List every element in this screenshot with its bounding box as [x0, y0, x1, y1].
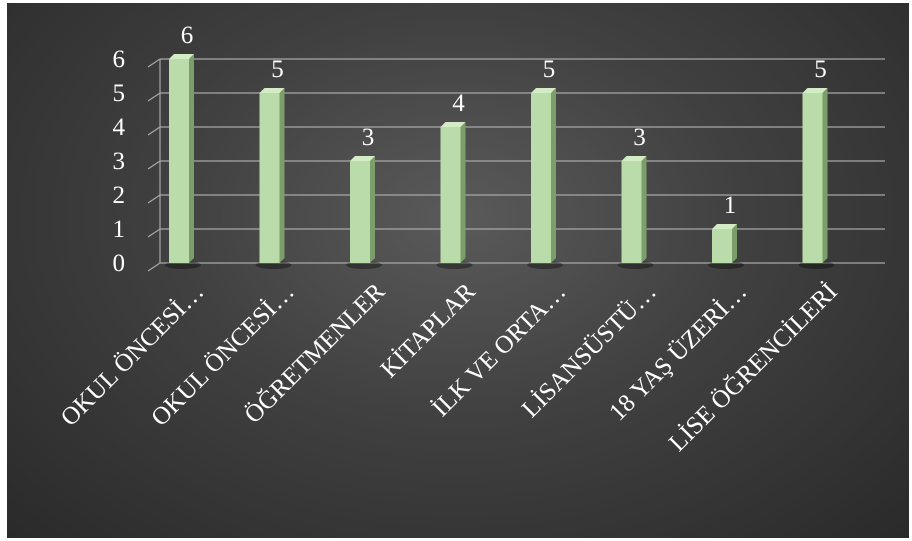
gridline-depth	[147, 262, 161, 272]
data-label: 5	[271, 56, 284, 83]
gridline-depth	[147, 194, 161, 204]
bar-top	[350, 156, 375, 161]
y-tick-label: 5	[113, 80, 126, 107]
y-tick-label: 3	[113, 148, 126, 175]
data-label: 3	[633, 124, 646, 151]
bar-side	[189, 54, 194, 263]
category-label: LİSE ÖĞRENCİLERİ	[663, 277, 842, 456]
data-label: 1	[724, 192, 737, 219]
bar	[440, 127, 461, 263]
data-label: 3	[362, 124, 375, 151]
data-label: 5	[543, 56, 556, 83]
bar	[712, 229, 732, 263]
data-label: 6	[181, 22, 194, 49]
y-tick-label: 4	[113, 114, 126, 141]
bar-top	[169, 54, 194, 59]
bar-top	[440, 122, 466, 127]
bar-side	[641, 156, 647, 263]
bar-side	[822, 88, 828, 263]
y-tick-label: 0	[113, 250, 126, 277]
gridline-depth	[147, 160, 161, 170]
data-label: 4	[452, 90, 465, 117]
bar-top	[259, 88, 285, 93]
bar	[802, 93, 823, 263]
gridline-depth	[147, 228, 161, 238]
bar	[531, 93, 551, 263]
bar-top	[712, 224, 737, 229]
bar-side	[370, 156, 375, 263]
bar	[259, 93, 280, 263]
gridline-depth	[147, 58, 161, 68]
bar-side	[551, 88, 556, 263]
bar	[169, 59, 189, 263]
bar-top	[802, 88, 828, 93]
bar-side	[279, 88, 285, 263]
bar-side	[732, 224, 737, 263]
bar	[350, 161, 370, 263]
y-tick-label: 2	[113, 182, 126, 209]
gridline-depth	[147, 92, 161, 102]
bar	[621, 161, 642, 263]
y-tick-label: 6	[113, 46, 126, 73]
gridline-depth	[147, 126, 161, 136]
bar-side	[460, 122, 466, 263]
y-tick-label: 1	[113, 216, 126, 243]
bar-top	[531, 88, 556, 93]
data-label: 5	[814, 56, 827, 83]
bar-top	[621, 156, 647, 161]
